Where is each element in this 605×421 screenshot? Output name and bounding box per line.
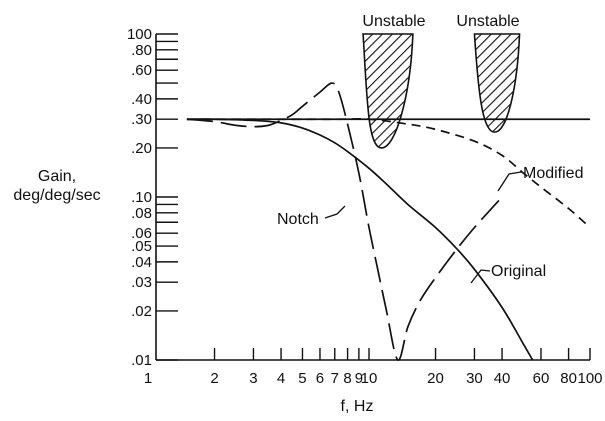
labels-layer: Gain, deg/deg/sec f, Hz Unstable Unstabl… bbox=[13, 13, 583, 415]
curves-layer bbox=[186, 82, 591, 361]
x-tick-label: 60 bbox=[533, 370, 550, 387]
y-tick-label: .06 bbox=[131, 225, 152, 242]
modified-leader bbox=[497, 171, 522, 192]
original-leader bbox=[470, 269, 491, 284]
y-tick-label: .03 bbox=[131, 274, 152, 291]
x-tick-label: 9 bbox=[355, 370, 363, 387]
y-tick-label: .30 bbox=[131, 111, 152, 128]
y-tick-label: .02 bbox=[131, 303, 152, 320]
x-tick-label: 8 bbox=[343, 370, 351, 387]
x-tick-label: 100 bbox=[577, 370, 602, 387]
y-tick-label: .20 bbox=[131, 140, 152, 157]
x-tick-label: 80 bbox=[560, 370, 577, 387]
x-tick-label: 20 bbox=[427, 370, 444, 387]
x-axis-label: f, Hz bbox=[341, 398, 374, 415]
y-tick-label: .04 bbox=[131, 254, 152, 271]
y-tick-label: .60 bbox=[131, 62, 152, 79]
x-tick-label: 10 bbox=[361, 370, 378, 387]
y-axis-label-line1: Gain, bbox=[38, 168, 76, 185]
series-notch bbox=[186, 82, 503, 361]
y-tick-label: .40 bbox=[131, 91, 152, 108]
notch-leader bbox=[324, 205, 346, 219]
unstable-region-2 bbox=[473, 33, 521, 133]
y-tick-label: 100 bbox=[127, 26, 152, 43]
x-tick-label: 1 bbox=[144, 370, 152, 387]
series-original bbox=[186, 118, 534, 361]
x-tick-label: 40 bbox=[494, 370, 511, 387]
annotation-original: Original bbox=[491, 263, 546, 280]
x-tick-label: 2 bbox=[210, 370, 218, 387]
y-axis-label-line2: deg/deg/sec bbox=[13, 187, 100, 204]
axes-layer: 1 2 3 4 5 6 7 8 910 20 30 40 60 80 100100.80.60.40.30.… bbox=[127, 26, 603, 387]
y-tick-label: .10 bbox=[131, 189, 152, 206]
x-tick-label: 3 bbox=[249, 370, 257, 387]
series-modified bbox=[186, 118, 591, 229]
x-tick-label: 4 bbox=[277, 370, 285, 387]
annotation-notch: Notch bbox=[277, 211, 319, 228]
annotation-modified: Modified bbox=[523, 165, 583, 182]
x-tick-label: 30 bbox=[466, 370, 483, 387]
x-tick-label: 6 bbox=[316, 370, 324, 387]
y-tick-label: .80 bbox=[131, 42, 152, 59]
y-tick-label: .01 bbox=[131, 352, 152, 369]
y-tick-label: .05 bbox=[131, 238, 152, 255]
unstable-region-1 bbox=[362, 33, 414, 149]
annotation-unstable-1: Unstable bbox=[362, 13, 425, 30]
x-tick-label: 5 bbox=[298, 370, 306, 387]
annotation-unstable-2: Unstable bbox=[456, 13, 519, 30]
x-tick-label: 7 bbox=[331, 370, 339, 387]
y-tick-label: .08 bbox=[131, 205, 152, 222]
